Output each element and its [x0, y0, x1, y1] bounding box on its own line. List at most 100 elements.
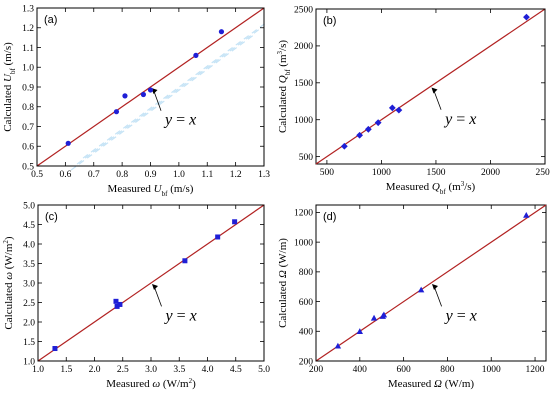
data-point [417, 286, 425, 293]
x-tick-label: 4.0 [202, 365, 214, 375]
y-axis-label: Calculated ω (W/m2) [2, 236, 15, 330]
x-axis-label: Measured Ω (W/m) [388, 378, 475, 390]
equation-label: y = x [164, 307, 197, 324]
x-tick-label: 1.0 [173, 170, 185, 180]
y-axis-label: Calculated Ubf (m/s) [2, 42, 17, 132]
arrow-head [152, 284, 158, 290]
panel-a: 0.5 0.6 0.7 0.8 0.9 1.0 1.1 1.2 1.3 0.5 0.6 0.7 0.8 0… [2, 4, 270, 198]
data-point [523, 13, 530, 21]
x-tick-label: 5.0 [258, 365, 270, 375]
panel-c: 1.0 1.5 2.0 2.5 3.0 3.5 4.0 4.5 5.0 1.0 1.5 2.0 2.5 3… [2, 201, 270, 390]
y-tick-label: 1.0 [22, 64, 34, 74]
data-point [380, 311, 388, 318]
y-tick-label: 4.0 [23, 240, 35, 250]
data-point [364, 125, 372, 133]
y-axis-label: Calculated Ω (W/m) [277, 238, 289, 328]
x-tick-label: 0.8 [116, 170, 128, 180]
data-point [182, 258, 188, 264]
y-tick-label: 2.0 [23, 318, 35, 328]
x-tick-label: 800 [440, 365, 455, 375]
x-tick-label: 2000 [481, 168, 500, 178]
data-point [147, 87, 154, 93]
reference-line-y-equals-x [315, 8, 546, 165]
x-tick-label: 1000 [372, 168, 391, 178]
x-tick-label: 500 [320, 168, 335, 178]
y-tick-label: 1.3 [22, 4, 34, 14]
annotation-arrow [153, 89, 162, 111]
data-point [370, 314, 378, 321]
annotation-arrow [153, 285, 162, 307]
reference-line-y-equals-x [36, 7, 265, 167]
reference-line-y-equals-x [37, 204, 265, 362]
x-tick-label: 4.5 [230, 365, 242, 375]
x-tick-label: 0.9 [145, 170, 157, 180]
y-tick-label: 2500 [294, 5, 313, 15]
x-tick-label: 0.7 [88, 170, 100, 180]
reference-line-y-equals-x [315, 204, 547, 362]
x-tick-label: 600 [396, 365, 411, 375]
panel-label: (c) [45, 211, 58, 223]
x-tick-label: 2.5 [117, 365, 129, 375]
panel-d: 200 400 600 800 1000 1200 200 400 600 800 1000 1200… [277, 204, 547, 390]
data-point [218, 29, 225, 35]
y-tick-label: 3.5 [23, 260, 35, 270]
data-point [395, 106, 403, 114]
data-point [340, 142, 348, 150]
data-point [113, 109, 120, 115]
annotation-arrow [433, 89, 442, 110]
y-tick-label: 600 [299, 298, 314, 308]
y-tick-label: 4.5 [23, 221, 35, 231]
data-point [356, 328, 364, 334]
y-tick-label: 1.5 [23, 338, 35, 348]
annotation-arrow [433, 285, 442, 307]
x-tick-label: 2.0 [89, 365, 101, 375]
y-tick-label: 5.0 [23, 201, 35, 211]
panel-label: (b) [323, 15, 336, 27]
y-tick-label: 0.6 [22, 143, 34, 153]
panel-label: (a) [44, 14, 57, 26]
y-tick-label: 2000 [294, 42, 313, 52]
x-tick-label: 1.2 [230, 170, 242, 180]
y-axis-label: Calculated Qbf (m3/s) [276, 40, 292, 133]
x-tick-label: 3.0 [145, 365, 157, 375]
data-point [140, 91, 147, 98]
data-point [122, 93, 128, 99]
x-tick-label: 2500 [536, 168, 550, 178]
data-point [52, 346, 58, 352]
x-tick-label: 0.6 [59, 170, 71, 180]
x-tick-label: 200 [309, 365, 324, 375]
x-tick-label: 1.0 [32, 365, 44, 375]
y-tick-label: 1000 [294, 238, 313, 248]
y-tick-label: 0.5 [22, 162, 34, 172]
data-point [356, 131, 364, 139]
x-tick-label: 1.5 [60, 365, 72, 375]
y-tick-label: 1.0 [23, 357, 35, 367]
x-tick-label: 400 [353, 365, 368, 375]
data-point [374, 119, 382, 127]
y-tick-label: 1200 [294, 209, 313, 219]
y-tick-label: 0.9 [22, 83, 34, 93]
x-tick-label: 1200 [526, 365, 545, 375]
y-tick-label: 2.5 [23, 299, 35, 309]
y-tick-label: 1000 [294, 116, 313, 126]
x-axis-label: Measured ω (W/m2) [106, 377, 196, 390]
arrow-head [431, 87, 438, 94]
plot-frame [315, 8, 546, 165]
y-tick-label: 0.7 [22, 123, 34, 133]
y-tick-label: 0.8 [22, 103, 34, 113]
data-point [114, 303, 120, 309]
data-point [215, 234, 221, 240]
panel-b: 500 1000 1500 2000 2500 500 1000 1500 2000 2500 Me… [276, 5, 550, 196]
panel-label: (d) [323, 211, 336, 223]
x-axis-label: Measured Qbf (m3/s) [386, 180, 476, 196]
x-tick-label: 1000 [482, 365, 501, 375]
data-point [388, 104, 396, 112]
x-tick-label: 3.5 [173, 365, 185, 375]
equation-label: y = x [444, 307, 477, 324]
y-tick-label: 800 [299, 268, 314, 278]
data-point [65, 140, 71, 146]
watermark [70, 23, 266, 171]
y-tick-label: 1.1 [22, 44, 34, 54]
data-point [232, 219, 238, 225]
equation-label: y = x [443, 111, 476, 128]
